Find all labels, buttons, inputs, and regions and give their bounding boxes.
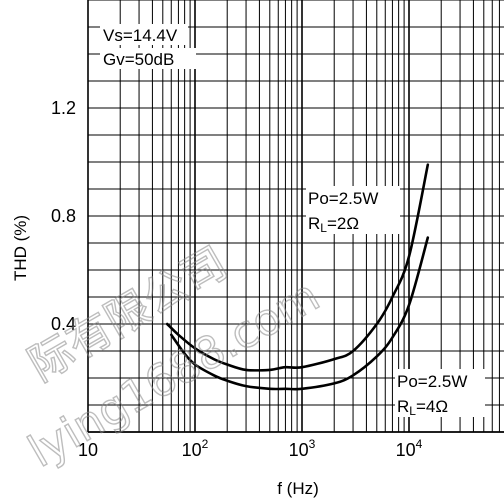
y-tick-label: 0.4 [51, 314, 76, 334]
y-tick-label: 1.2 [51, 98, 76, 118]
x-axis-label: f (Hz) [277, 479, 319, 498]
x-tick-label: 104 [396, 437, 423, 460]
test-conditions: Vs=14.4V Gv=50dB [100, 24, 196, 69]
series-1-load-label: RL=2Ω [308, 214, 359, 235]
series-2-power-label: Po=2.5W [397, 372, 467, 391]
annotations: Po=2.5W RL=2Ω Po=2.5W RL=4Ω [306, 186, 485, 418]
supply-voltage-label: Vs=14.4V [103, 26, 178, 45]
series-2-curve [170, 236, 430, 391]
gain-label: Gv=50dB [103, 50, 174, 69]
x-tick-label: 10 [78, 440, 98, 460]
curves [165, 163, 430, 391]
watermark: 际有限公司 lying1688.com [19, 237, 328, 479]
x-tick-label: 103 [289, 437, 316, 460]
series-2-load-label: RL=4Ω [397, 397, 448, 418]
x-tick-label: 102 [182, 437, 209, 460]
series-1-power-label: Po=2.5W [308, 189, 378, 208]
series-1-curve [165, 163, 430, 372]
y-axis-label: THD (%) [11, 215, 30, 281]
tick-labels: 0.4 0.8 1.2 10 102 103 104 [51, 98, 423, 460]
y-tick-label: 0.8 [51, 206, 76, 226]
